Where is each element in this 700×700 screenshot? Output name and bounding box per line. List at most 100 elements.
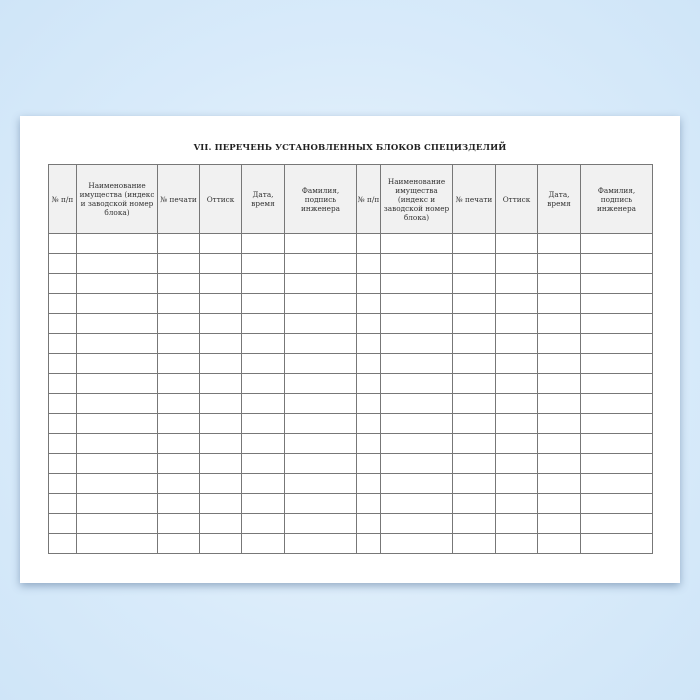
table-cell[interactable] (284, 393, 357, 414)
table-cell[interactable] (284, 413, 357, 434)
table-cell[interactable] (580, 493, 653, 514)
table-cell[interactable] (380, 393, 453, 414)
table-cell[interactable] (380, 493, 453, 514)
table-cell[interactable] (241, 413, 285, 434)
table-cell[interactable] (241, 353, 285, 374)
table-cell[interactable] (580, 473, 653, 494)
table-cell[interactable] (380, 473, 453, 494)
table-cell[interactable] (284, 293, 357, 314)
table-cell[interactable] (241, 433, 285, 454)
table-cell[interactable] (495, 453, 538, 474)
table-cell[interactable] (495, 333, 538, 354)
table-cell[interactable] (495, 353, 538, 374)
table-cell[interactable] (76, 433, 158, 454)
table-cell[interactable] (580, 453, 653, 474)
table-cell[interactable] (380, 293, 453, 314)
table-cell[interactable] (241, 513, 285, 534)
table-cell[interactable] (48, 313, 77, 334)
table-cell[interactable] (537, 433, 581, 454)
table-cell[interactable] (452, 233, 496, 254)
table-cell[interactable] (76, 333, 158, 354)
table-cell[interactable] (580, 353, 653, 374)
table-cell[interactable] (241, 533, 285, 554)
table-cell[interactable] (537, 353, 581, 374)
table-cell[interactable] (537, 313, 581, 334)
table-cell[interactable] (199, 293, 242, 314)
table-cell[interactable] (199, 453, 242, 474)
table-cell[interactable] (356, 433, 381, 454)
table-cell[interactable] (157, 253, 200, 274)
table-cell[interactable] (76, 313, 158, 334)
table-cell[interactable] (157, 313, 200, 334)
table-cell[interactable] (380, 273, 453, 294)
table-cell[interactable] (241, 393, 285, 414)
table-cell[interactable] (199, 393, 242, 414)
table-cell[interactable] (48, 333, 77, 354)
table-cell[interactable] (495, 373, 538, 394)
table-cell[interactable] (580, 393, 653, 414)
table-cell[interactable] (356, 253, 381, 274)
table-cell[interactable] (284, 533, 357, 554)
table-cell[interactable] (356, 233, 381, 254)
table-cell[interactable] (452, 393, 496, 414)
table-cell[interactable] (48, 253, 77, 274)
table-cell[interactable] (76, 233, 158, 254)
table-cell[interactable] (356, 393, 381, 414)
table-cell[interactable] (157, 413, 200, 434)
table-cell[interactable] (48, 293, 77, 314)
table-cell[interactable] (241, 273, 285, 294)
table-cell[interactable] (48, 453, 77, 474)
table-cell[interactable] (157, 293, 200, 314)
table-cell[interactable] (537, 513, 581, 534)
table-cell[interactable] (48, 533, 77, 554)
table-cell[interactable] (199, 233, 242, 254)
table-cell[interactable] (495, 413, 538, 434)
table-cell[interactable] (199, 253, 242, 274)
table-cell[interactable] (356, 353, 381, 374)
table-cell[interactable] (199, 273, 242, 294)
table-cell[interactable] (452, 253, 496, 274)
table-cell[interactable] (199, 313, 242, 334)
table-cell[interactable] (580, 513, 653, 534)
table-cell[interactable] (48, 373, 77, 394)
table-cell[interactable] (356, 493, 381, 514)
table-cell[interactable] (76, 393, 158, 414)
table-cell[interactable] (580, 253, 653, 274)
table-cell[interactable] (580, 413, 653, 434)
table-cell[interactable] (537, 453, 581, 474)
table-cell[interactable] (284, 253, 357, 274)
table-cell[interactable] (537, 393, 581, 414)
table-cell[interactable] (48, 473, 77, 494)
table-cell[interactable] (580, 333, 653, 354)
table-cell[interactable] (356, 313, 381, 334)
table-cell[interactable] (380, 333, 453, 354)
table-cell[interactable] (537, 333, 581, 354)
table-cell[interactable] (157, 353, 200, 374)
table-cell[interactable] (48, 273, 77, 294)
table-cell[interactable] (157, 433, 200, 454)
table-cell[interactable] (284, 433, 357, 454)
table-cell[interactable] (76, 273, 158, 294)
table-cell[interactable] (199, 473, 242, 494)
table-cell[interactable] (241, 233, 285, 254)
table-cell[interactable] (76, 533, 158, 554)
table-cell[interactable] (380, 533, 453, 554)
table-cell[interactable] (452, 273, 496, 294)
table-cell[interactable] (452, 453, 496, 474)
table-cell[interactable] (537, 493, 581, 514)
table-cell[interactable] (356, 333, 381, 354)
table-cell[interactable] (284, 453, 357, 474)
table-cell[interactable] (580, 433, 653, 454)
table-cell[interactable] (48, 393, 77, 414)
table-cell[interactable] (199, 433, 242, 454)
table-cell[interactable] (284, 493, 357, 514)
table-cell[interactable] (76, 513, 158, 534)
table-cell[interactable] (241, 313, 285, 334)
table-cell[interactable] (537, 533, 581, 554)
table-cell[interactable] (157, 333, 200, 354)
table-cell[interactable] (380, 453, 453, 474)
table-cell[interactable] (241, 453, 285, 474)
table-cell[interactable] (157, 473, 200, 494)
table-cell[interactable] (157, 373, 200, 394)
table-cell[interactable] (356, 413, 381, 434)
